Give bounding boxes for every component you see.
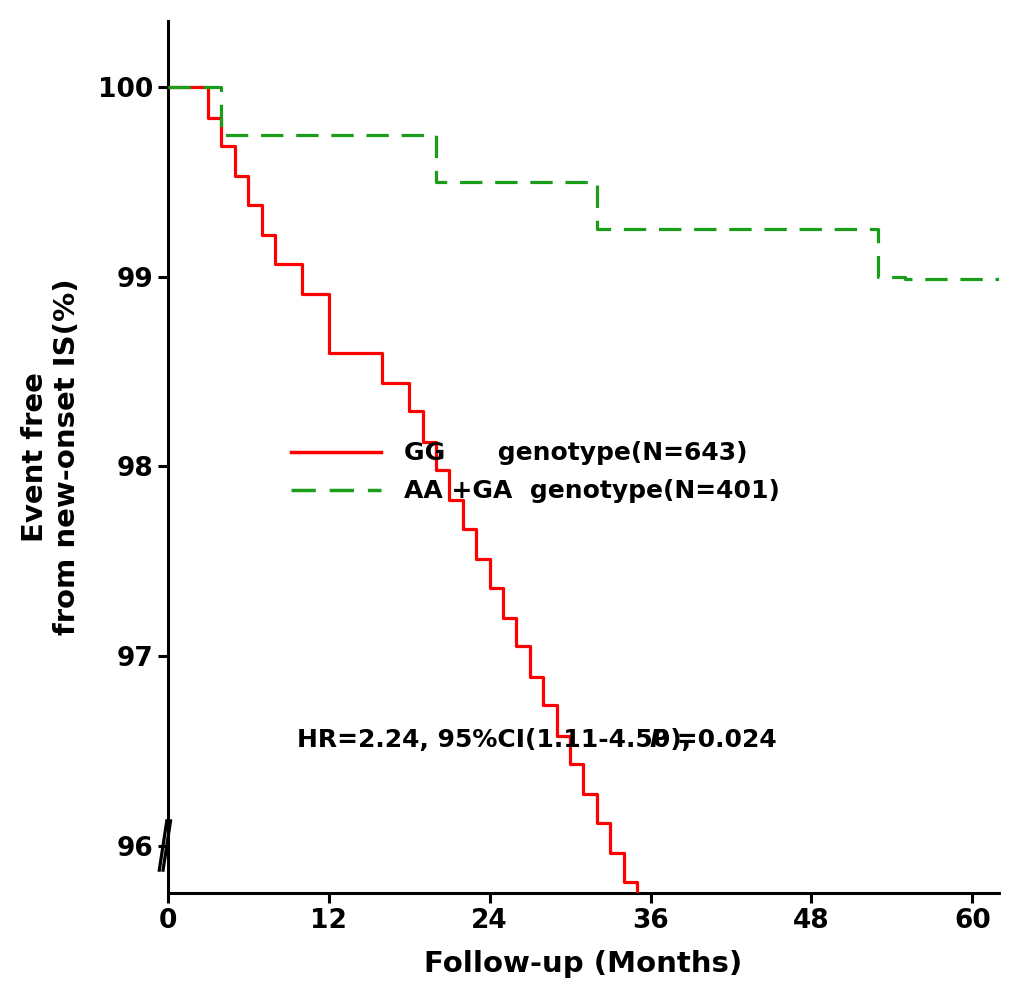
Legend: GG      genotype(N=643), AA +GA  genotype(N=401): GG genotype(N=643), AA +GA genotype(N=40… <box>279 429 792 514</box>
X-axis label: Follow-up (Months): Follow-up (Months) <box>424 950 742 978</box>
Text: HR=2.24, 95%CI(1.11-4.50),: HR=2.24, 95%CI(1.11-4.50), <box>297 728 699 752</box>
Text: =0.024: =0.024 <box>667 728 776 752</box>
Y-axis label: Event free
from new-onset IS(%): Event free from new-onset IS(%) <box>20 279 82 635</box>
Text: P: P <box>649 728 667 752</box>
